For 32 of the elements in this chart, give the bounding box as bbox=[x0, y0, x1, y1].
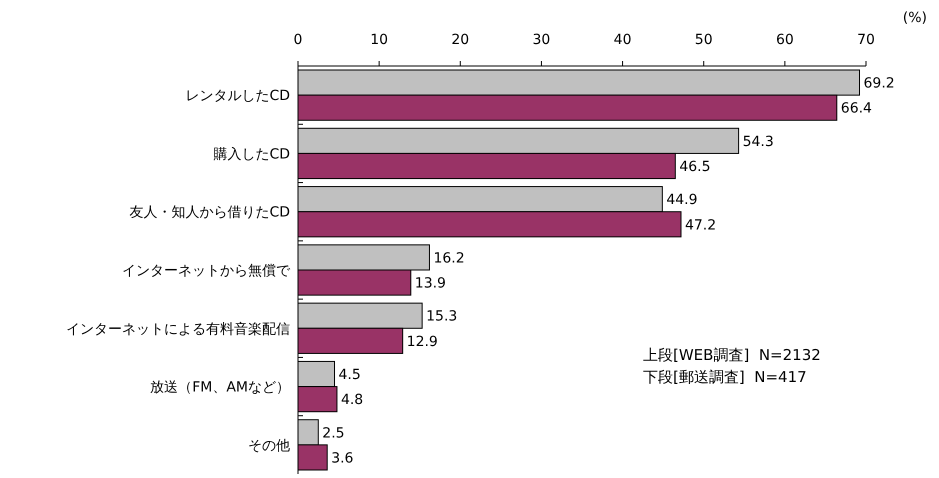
x-tick-label: 70 bbox=[857, 32, 875, 48]
data-label: 12.9 bbox=[406, 334, 438, 350]
data-label: 15.3 bbox=[426, 308, 458, 325]
y-tick-label: 購入したCD bbox=[213, 146, 290, 162]
data-label: 46.5 bbox=[679, 159, 710, 175]
x-axis-title: (%) bbox=[902, 10, 927, 26]
x-tick-label: 10 bbox=[370, 32, 388, 48]
y-tick-label: その他 bbox=[248, 438, 290, 454]
data-label: 16.2 bbox=[433, 250, 465, 266]
y-tick-label: インターネットによる有料音楽配信 bbox=[66, 321, 290, 338]
data-label: 4.8 bbox=[340, 392, 364, 408]
data-label: 44.9 bbox=[666, 192, 698, 208]
y-tick-label: 放送（FM、AMなど） bbox=[150, 380, 290, 396]
y-tick-label: レンタルしたCD bbox=[185, 88, 290, 104]
annotation: 下段[郵送調査] N=417 bbox=[643, 368, 807, 386]
data-label: 66.4 bbox=[840, 100, 872, 117]
data-label: 69.2 bbox=[864, 76, 895, 92]
y-tick-label: インターネットから無償で bbox=[122, 263, 291, 279]
data-label: 47.2 bbox=[684, 217, 716, 234]
data-label: 13.9 bbox=[414, 276, 446, 292]
data-label: 2.5 bbox=[322, 425, 345, 442]
x-tick-label: 60 bbox=[776, 32, 794, 48]
annotation: 上段[WEB調査] N=2132 bbox=[643, 346, 821, 364]
x-tick-label: 30 bbox=[532, 32, 550, 48]
x-tick-label: 50 bbox=[694, 32, 713, 48]
data-label: 4.5 bbox=[338, 367, 361, 383]
x-tick-label: 0 bbox=[294, 32, 302, 48]
x-tick-label: 20 bbox=[451, 32, 470, 48]
data-label: 3.6 bbox=[331, 450, 354, 466]
y-tick-label: 友人・知人から借りたCD bbox=[129, 204, 290, 221]
data-label: 54.3 bbox=[742, 134, 774, 150]
x-tick-label: 40 bbox=[614, 32, 632, 48]
